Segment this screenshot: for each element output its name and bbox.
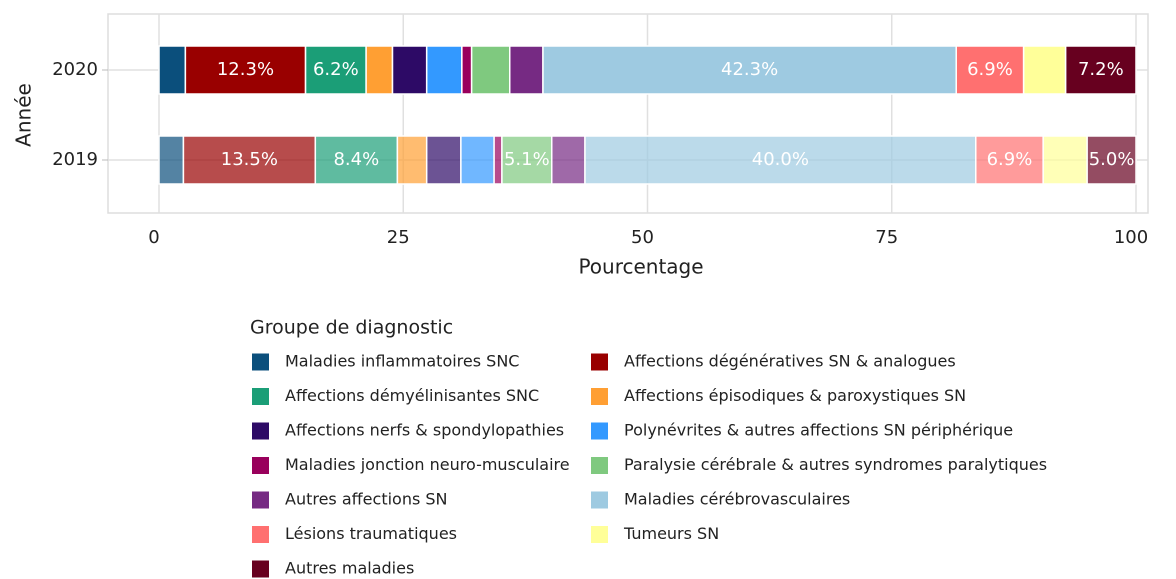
bar-segment	[461, 45, 473, 95]
x-tick-label: 25	[387, 227, 410, 248]
y-tick-label: 2019	[52, 149, 98, 170]
legend-swatch	[252, 526, 269, 543]
bar-segment	[501, 135, 553, 185]
legend-swatch	[252, 491, 269, 509]
bar-segment	[365, 45, 394, 95]
data-label: 6.9%	[987, 149, 1033, 170]
x-tick-label: 0	[148, 227, 159, 248]
legend-swatch	[591, 422, 608, 440]
legend-label: Lésions traumatiques	[285, 524, 457, 543]
legend-label: Affections dégénératives SN & analogues	[624, 352, 956, 371]
bar-segment	[1064, 45, 1137, 95]
panel	[107, 13, 1149, 214]
bar-segment	[551, 135, 586, 185]
data-label: 40.0%	[752, 149, 809, 170]
bar-segment	[1086, 135, 1137, 185]
bar-segment	[508, 45, 544, 95]
data-label: 7.2%	[1078, 59, 1124, 80]
legend-label: Paralysie cérébrale & autres syndromes p…	[624, 455, 1047, 474]
legend-swatch	[252, 457, 269, 474]
bar-segment	[182, 135, 317, 185]
y-axis-title: Année	[12, 83, 36, 147]
bar-segment	[470, 45, 511, 95]
legend-label: Maladies inflammatoires SNC	[285, 352, 519, 371]
bar-segment	[391, 45, 428, 95]
data-label: 6.2%	[313, 59, 359, 80]
legend-swatch	[591, 457, 608, 474]
bar-segment	[425, 135, 462, 185]
x-axis-title: Pourcentage	[578, 255, 703, 279]
bar-segment	[158, 135, 185, 185]
x-tick-label: 75	[875, 227, 898, 248]
bar-segment	[425, 45, 463, 95]
legend-label: Polynévrites & autres affections SN péri…	[624, 421, 1013, 440]
legend-swatch	[591, 491, 608, 509]
x-tick-label: 100	[1114, 227, 1148, 248]
legend-label: Maladies cérébrovasculaires	[624, 490, 850, 509]
data-label: 8.4%	[333, 149, 379, 170]
bar-segment	[542, 45, 957, 95]
legend-label: Affections nerfs & spondylopathies	[285, 421, 564, 440]
legend-label: Autres affections SN	[285, 490, 448, 509]
legend-swatch	[252, 353, 269, 371]
legend-title: Groupe de diagnostic	[250, 317, 453, 339]
data-label: 5.1%	[504, 149, 550, 170]
bar-segment	[955, 45, 1025, 95]
legend-label: Autres maladies	[285, 559, 414, 578]
legend-label: Affections démyélinisantes SNC	[285, 386, 539, 405]
bar-segment	[584, 135, 977, 185]
data-label: 6.9%	[967, 59, 1013, 80]
data-label: 12.3%	[217, 59, 274, 80]
legend-label: Tumeurs SN	[623, 524, 719, 543]
legend-swatch	[252, 560, 269, 578]
bar-segment	[314, 135, 399, 185]
data-label: 5.0%	[1089, 149, 1135, 170]
bar-segment	[975, 135, 1044, 185]
bar-segment	[1022, 45, 1067, 95]
bar-segment	[1042, 135, 1088, 185]
data-label: 13.5%	[221, 149, 278, 170]
legend-swatch	[591, 353, 608, 371]
legend-swatch	[252, 388, 269, 405]
bar-segment	[460, 135, 495, 185]
legend-swatch	[252, 422, 269, 440]
bar-segment	[158, 45, 187, 95]
y-tick-label: 2020	[52, 59, 98, 80]
legend-swatch	[591, 526, 608, 543]
legend-label: Affections épisodiques & paroxystiques S…	[624, 386, 966, 405]
legend-label: Maladies jonction neuro-musculaire	[285, 455, 570, 474]
x-tick-label: 50	[631, 227, 654, 248]
data-label: 42.3%	[721, 59, 778, 80]
legend-swatch	[591, 388, 608, 405]
bar-segment	[493, 135, 503, 185]
bar-segment	[396, 135, 428, 185]
